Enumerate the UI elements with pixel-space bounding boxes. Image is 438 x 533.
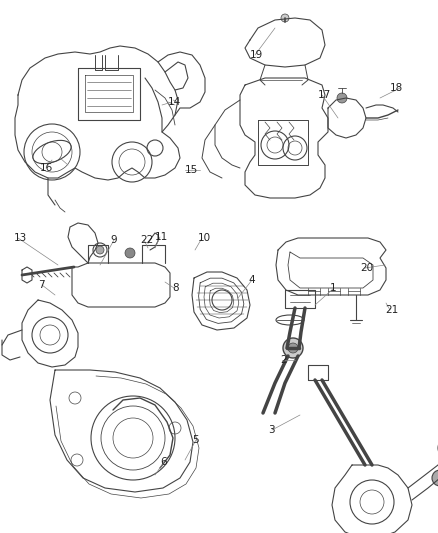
Text: 5: 5 <box>192 435 198 445</box>
Text: 9: 9 <box>110 235 117 245</box>
Text: 15: 15 <box>185 165 198 175</box>
Circle shape <box>283 338 303 358</box>
Circle shape <box>96 246 104 254</box>
Text: 20: 20 <box>360 263 373 273</box>
Text: 1: 1 <box>330 283 337 293</box>
Text: 21: 21 <box>385 305 398 315</box>
Text: 7: 7 <box>38 280 45 290</box>
Text: 6: 6 <box>160 457 166 467</box>
Circle shape <box>125 248 135 258</box>
Text: 17: 17 <box>318 90 331 100</box>
Text: 22: 22 <box>140 235 153 245</box>
Circle shape <box>288 343 298 353</box>
Circle shape <box>432 470 438 486</box>
Text: 18: 18 <box>390 83 403 93</box>
Circle shape <box>337 93 347 103</box>
Circle shape <box>281 14 289 22</box>
Text: 13: 13 <box>14 233 27 243</box>
Text: 16: 16 <box>40 163 53 173</box>
Text: 4: 4 <box>248 275 254 285</box>
Text: 2: 2 <box>280 355 286 365</box>
Text: 10: 10 <box>198 233 211 243</box>
Text: 11: 11 <box>155 232 168 242</box>
Text: 8: 8 <box>172 283 179 293</box>
Text: 14: 14 <box>168 97 181 107</box>
Text: 3: 3 <box>268 425 275 435</box>
Text: 19: 19 <box>250 50 263 60</box>
